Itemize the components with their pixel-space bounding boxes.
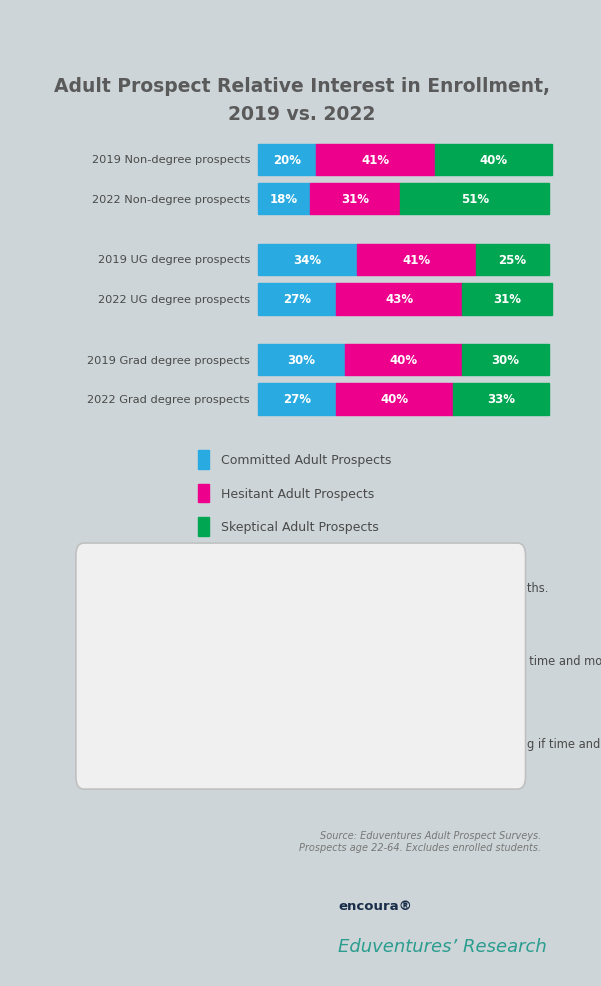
Text: “Committed” prospects:: “Committed” prospects: <box>105 581 264 594</box>
Text: 51%: 51% <box>460 193 489 206</box>
Bar <box>258 183 310 215</box>
Text: 31%: 31% <box>341 193 370 206</box>
Bar <box>258 245 357 276</box>
Bar <box>462 344 549 376</box>
Bar <box>345 344 462 376</box>
Text: 2019 Grad degree prospects: 2019 Grad degree prospects <box>87 355 250 365</box>
Text: 27%: 27% <box>283 293 311 306</box>
Text: 41%: 41% <box>362 154 390 167</box>
Text: Adult Prospect Relative Interest in Enrollment,
2019 vs. 2022: Adult Prospect Relative Interest in Enro… <box>54 77 550 124</box>
Text: 40%: 40% <box>389 354 418 367</box>
Bar <box>337 284 462 316</box>
Text: were no object.: were no object. <box>105 692 194 705</box>
Text: 2022 UG degree prospects: 2022 UG degree prospects <box>98 295 250 305</box>
Text: Eduventures’ Research: Eduventures’ Research <box>338 937 547 954</box>
Text: “Skeptical” prospects:: “Skeptical” prospects: <box>105 738 252 750</box>
Text: “Hesitant” prospects:: “Hesitant” prospects: <box>105 655 247 668</box>
Bar <box>462 284 552 316</box>
Bar <box>258 144 316 176</box>
Text: Committed Adult Prospects: Committed Adult Prospects <box>221 454 392 466</box>
Bar <box>258 344 345 376</box>
Text: 27%: 27% <box>283 392 311 406</box>
Text: Source: Eduventures Adult Prospect Surveys.
Prospects age 22-64. Excludes enroll: Source: Eduventures Adult Prospect Surve… <box>299 830 541 852</box>
Text: 2022 Non-degree prospects: 2022 Non-degree prospects <box>92 194 250 204</box>
Bar <box>453 384 549 415</box>
Bar <box>258 384 337 415</box>
Bar <box>435 144 552 176</box>
Bar <box>198 484 210 503</box>
Text: 30%: 30% <box>491 354 519 367</box>
Text: 25%: 25% <box>498 253 526 267</box>
Bar <box>258 284 337 316</box>
Text: 34%: 34% <box>293 253 322 267</box>
Bar <box>310 183 400 215</box>
Text: 41%: 41% <box>403 253 430 267</box>
Text: would be “extremely or very interested” in enrolling if time and money: would be “extremely or very interested” … <box>213 655 601 668</box>
Text: 40%: 40% <box>380 392 409 406</box>
FancyBboxPatch shape <box>76 543 525 789</box>
Text: 30%: 30% <box>287 354 316 367</box>
Text: 2019 UG degree prospects: 2019 UG degree prospects <box>97 255 250 265</box>
Bar <box>198 451 210 469</box>
Text: Hesitant Adult Prospects: Hesitant Adult Prospects <box>221 487 374 500</box>
Text: 2022 Grad degree prospects: 2022 Grad degree prospects <box>87 394 250 404</box>
Text: 40%: 40% <box>480 154 508 167</box>
Text: probably” enroll within 36 months.: probably” enroll within 36 months. <box>105 618 304 631</box>
Bar <box>357 245 476 276</box>
Text: 31%: 31% <box>493 293 520 306</box>
Bar <box>316 144 435 176</box>
Text: 33%: 33% <box>487 392 515 406</box>
Text: Skeptical Adult Prospects: Skeptical Adult Prospects <box>221 521 379 533</box>
Text: would “definitely or probably” enroll within 36 months.: would “definitely or probably” enroll wi… <box>232 581 548 594</box>
Text: 20%: 20% <box>273 154 301 167</box>
Text: 43%: 43% <box>385 293 413 306</box>
Bar <box>476 245 549 276</box>
Text: 18%: 18% <box>270 193 298 206</box>
Text: 2019 Non-degree prospects: 2019 Non-degree prospects <box>91 155 250 166</box>
Text: would be “somewhat or slightly interested” in enrolling if time and money: would be “somewhat or slightly intereste… <box>216 738 601 750</box>
Text: encoura®: encoura® <box>338 899 412 912</box>
Text: were no object.: were no object. <box>105 775 194 788</box>
Bar <box>198 518 210 536</box>
Bar <box>337 384 453 415</box>
Bar <box>400 183 549 215</box>
